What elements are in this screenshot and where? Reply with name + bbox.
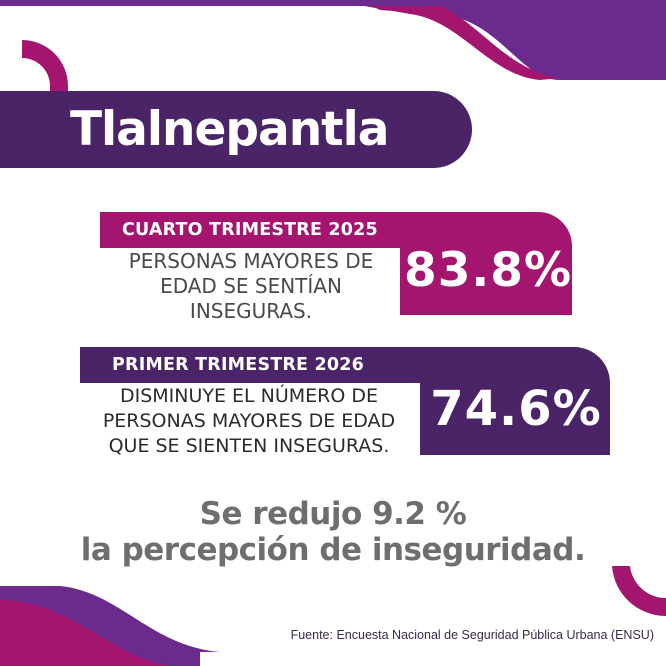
bottom-right-arc-decoration [612,566,666,616]
card-2-value-box [420,347,610,455]
source-footnote: Fuente: Encuesta Nacional de Seguridad P… [290,628,654,642]
title-banner [0,91,472,168]
card-1-value-box [400,212,572,315]
card-2-value: 74.6% [430,381,602,437]
card-1-description: PERSONAS MAYORES DE EDAD SE SENTÍAN INSE… [128,249,374,323]
card-1-tab-extension [300,212,410,248]
top-left-arc-decoration [22,40,68,100]
card-2-period-tab [80,347,410,383]
conclusion-text: Se redujo 9.2 % la percepción de insegur… [40,496,626,568]
card-2-period: PRIMER TRIMESTRE 2026 [112,355,365,375]
top-right-swoosh-decoration [0,0,666,80]
conclusion-line-1: Se redujo 9.2 % [199,496,467,532]
bottom-left-swoosh-decoration [0,586,666,666]
card-1-value: 83.8% [404,243,573,298]
page-title: Tlalnepantla [70,102,389,157]
card-1-period: CUARTO TRIMESTRE 2025 [122,220,378,240]
card-2-description: DISMINUYE EL NÚMERO DE PERSONAS MAYORES … [102,385,396,457]
conclusion-line-2: la percepción de inseguridad. [80,532,586,568]
